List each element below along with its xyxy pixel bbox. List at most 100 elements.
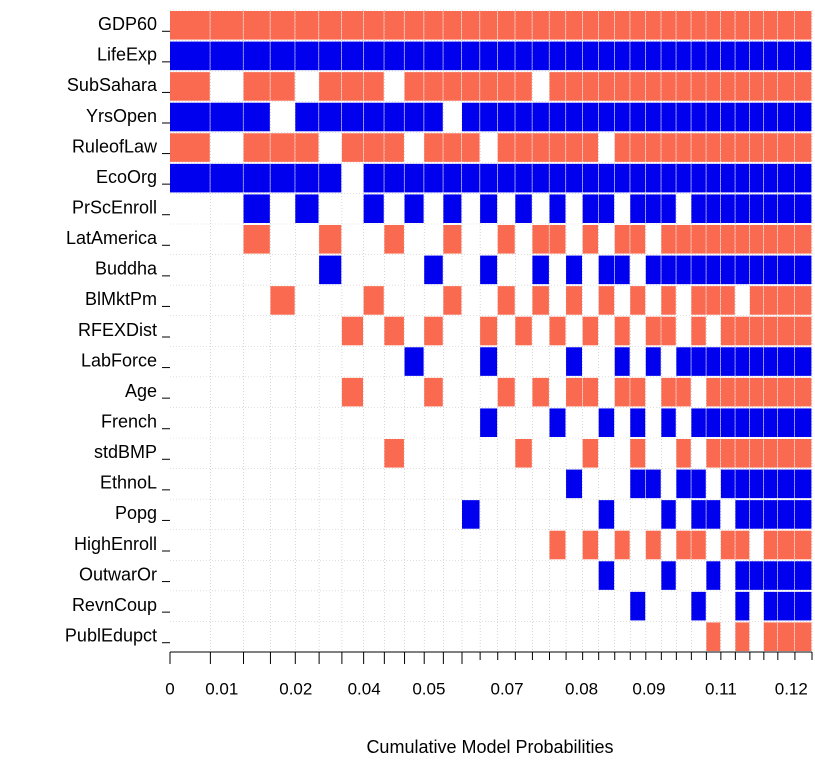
inclusion-cell [462, 11, 480, 40]
inclusion-cell [532, 163, 549, 193]
inclusion-cell [749, 72, 764, 101]
inclusion-cell [582, 41, 599, 71]
inclusion-cell [794, 194, 812, 223]
inclusion-cell [480, 408, 498, 437]
x-tick-label: 0.04 [348, 679, 381, 698]
inclusion-cell [794, 41, 812, 71]
inclusion-cell [515, 11, 532, 40]
x-tick-label: 0.11 [705, 679, 737, 698]
inclusion-cell [462, 102, 480, 132]
inclusion-cell [720, 286, 735, 315]
inclusion-cell [661, 194, 676, 223]
inclusion-cell [480, 41, 498, 71]
inclusion-cell [691, 163, 706, 193]
x-tick-label: 0.05 [412, 679, 445, 698]
inclusion-cell [170, 41, 210, 71]
inclusion-cell [614, 72, 630, 101]
inclusion-cell [614, 377, 630, 407]
inclusion-cell [363, 133, 384, 162]
inclusion-cell [735, 439, 750, 468]
inclusion-cell [691, 133, 706, 162]
inclusion-cell [676, 225, 691, 254]
inclusion-cell [706, 194, 721, 223]
inclusion-cell [319, 163, 342, 193]
inclusion-cell [749, 102, 764, 132]
inclusion-cell [763, 255, 778, 285]
inclusion-cell [720, 377, 735, 407]
inclusion-cell [515, 163, 532, 193]
inclusion-cell [582, 72, 599, 101]
inclusion-cell [363, 11, 384, 40]
inclusion-cell [794, 316, 812, 346]
y-tick-label: Popg [115, 503, 157, 523]
inclusion-cell [614, 255, 630, 285]
inclusion-cell [566, 347, 583, 376]
inclusion-cell [749, 255, 764, 285]
inclusion-cell [598, 194, 615, 223]
inclusion-cell [582, 133, 599, 162]
inclusion-cell [549, 194, 566, 223]
inclusion-cell [497, 102, 515, 132]
inclusion-cell [497, 11, 515, 40]
x-axis-label: Cumulative Model Probabilities [366, 737, 613, 757]
inclusion-cell [777, 11, 795, 40]
x-tick-label: 0.01 [205, 679, 238, 698]
y-tick-label: LatAmerica [66, 228, 158, 248]
inclusion-cell [706, 347, 721, 376]
inclusion-cell [480, 194, 498, 223]
inclusion-cell [243, 102, 270, 132]
inclusion-cell [480, 163, 498, 193]
inclusion-cell [549, 163, 566, 193]
inclusion-cell [720, 163, 735, 193]
inclusion-cell [404, 347, 424, 376]
inclusion-cell [777, 591, 795, 621]
inclusion-cell [532, 286, 549, 315]
inclusion-cell [676, 377, 691, 407]
inclusion-cell [630, 439, 646, 468]
inclusion-cell [645, 469, 661, 499]
inclusion-cell [319, 72, 342, 101]
inclusion-cell [443, 194, 462, 223]
inclusion-cell [763, 408, 778, 437]
inclusion-cell [720, 72, 735, 101]
inclusion-cell [630, 133, 646, 162]
inclusion-cell [630, 408, 646, 437]
inclusion-cell [676, 469, 691, 499]
inclusion-cell [549, 102, 566, 132]
inclusion-cell [794, 469, 812, 499]
inclusion-cell [749, 408, 764, 437]
inclusion-cell [720, 41, 735, 71]
inclusion-cell [295, 163, 319, 193]
inclusion-cell [363, 102, 384, 132]
inclusion-cell [319, 11, 342, 40]
inclusion-cell [735, 41, 750, 71]
inclusion-cell [582, 439, 599, 468]
inclusion-cell [735, 377, 750, 407]
y-tick-label: HighEnroll [74, 534, 157, 554]
inclusion-cell [794, 622, 812, 651]
inclusion-cell [424, 72, 443, 101]
inclusion-cell [720, 469, 735, 499]
inclusion-cell [735, 316, 750, 346]
inclusion-cell [691, 500, 706, 529]
inclusion-cell [630, 469, 646, 499]
inclusion-cell [384, 163, 404, 193]
inclusion-cell [777, 286, 795, 315]
inclusion-cell [706, 163, 721, 193]
inclusion-cell [749, 316, 764, 346]
inclusion-cell [532, 133, 549, 162]
y-tick-label: Buddha [95, 259, 158, 279]
inclusion-cell [645, 316, 661, 346]
inclusion-cell [661, 255, 676, 285]
inclusion-cell [777, 163, 795, 193]
inclusion-cell [424, 41, 443, 71]
inclusion-cell [794, 439, 812, 468]
inclusion-cell [645, 194, 661, 223]
inclusion-cell [582, 377, 599, 407]
inclusion-cell [735, 530, 750, 560]
inclusion-cell [777, 561, 795, 590]
inclusion-cell [582, 530, 599, 560]
inclusion-cell [582, 163, 599, 193]
inclusion-cell [319, 255, 342, 285]
inclusion-cell [532, 11, 549, 40]
